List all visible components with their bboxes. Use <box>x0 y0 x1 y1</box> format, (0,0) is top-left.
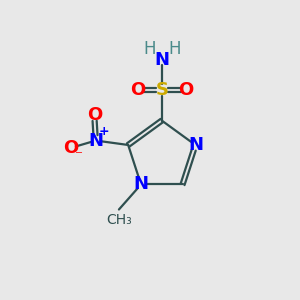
Text: O: O <box>130 81 145 99</box>
Text: O: O <box>178 81 194 99</box>
Text: O: O <box>63 139 78 157</box>
Text: CH₃: CH₃ <box>106 213 132 227</box>
Text: ⁻: ⁻ <box>75 148 83 163</box>
Text: N: N <box>88 132 103 150</box>
Text: O: O <box>87 106 102 124</box>
Text: H: H <box>143 40 156 58</box>
Text: S: S <box>155 81 168 99</box>
Text: N: N <box>134 176 148 194</box>
Text: N: N <box>188 136 203 154</box>
Text: N: N <box>154 51 169 69</box>
Text: H: H <box>168 40 180 58</box>
Text: +: + <box>99 125 109 138</box>
